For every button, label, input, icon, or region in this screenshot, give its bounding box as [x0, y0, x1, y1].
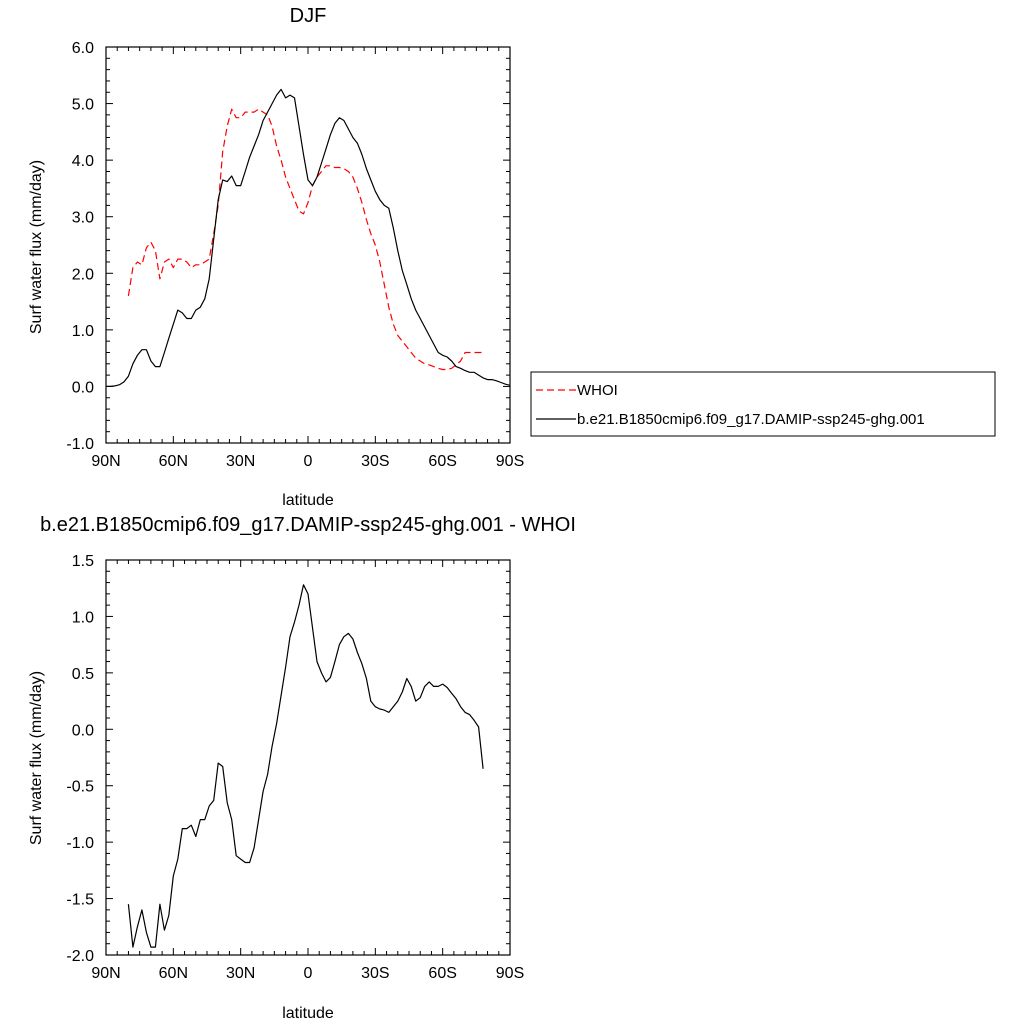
y-tick-label: 0.0 — [72, 379, 94, 396]
y-tick-label: -1.5 — [66, 892, 94, 909]
legend-label-whoi: WHOI — [577, 382, 618, 399]
plot-area-frame: 90N 60N 30N 0 30S 60S 90S -2.0 -1.5 -1.0 -0.5 0.0 0.… — [66, 553, 524, 982]
y-tick-label: -1.0 — [66, 436, 94, 453]
series-group — [127, 584, 484, 948]
series-line-whoi — [127, 108, 484, 371]
x-tick-label: 60S — [428, 965, 456, 982]
series-group — [106, 88, 511, 387]
series-line-model — [106, 88, 511, 387]
x-tick-label: 30S — [361, 965, 389, 982]
legend-box — [530, 371, 996, 437]
series-line-difference — [127, 584, 484, 948]
y-tick-label: 2.0 — [72, 266, 94, 283]
y-tick-label: 1.5 — [72, 553, 94, 570]
y-axis-label: Surf water flux (mm/day) — [28, 671, 45, 845]
y-tick-label: 1.0 — [72, 609, 94, 626]
y-tick-label: -1.0 — [66, 835, 94, 852]
chart-title: b.e21.B1850cmip6.f09_g17.DAMIP-ssp245-gh… — [40, 514, 576, 536]
x-tick-label: 30N — [226, 453, 255, 470]
y-tick-label: -2.0 — [66, 948, 94, 965]
x-tick-label: 90S — [496, 453, 524, 470]
x-axis-label: latitude — [282, 492, 334, 509]
legend-label-model: b.e21.B1850cmip6.f09_g17.DAMIP-ssp245-gh… — [577, 411, 925, 428]
y-tick-label: 0.0 — [72, 722, 94, 739]
x-tick-label: 0 — [304, 965, 313, 982]
panel-bottom: b.e21.B1850cmip6.f09_g17.DAMIP-ssp245-gh… — [28, 514, 576, 1022]
x-axis-label: latitude — [282, 1005, 334, 1022]
plot-frame — [105, 46, 511, 444]
y-axis-label: Surf water flux (mm/day) — [28, 160, 45, 334]
x-tick-label: 90N — [91, 965, 120, 982]
x-tick-label: 0 — [304, 453, 313, 470]
y-tick-label: 0.5 — [72, 666, 94, 683]
y-tick-label: 4.0 — [72, 153, 94, 170]
y-tick-label: 6.0 — [72, 40, 94, 57]
x-tick-label: 90N — [91, 453, 120, 470]
y-tick-label: 5.0 — [72, 97, 94, 114]
x-tick-label: 90S — [496, 965, 524, 982]
x-tick-label: 60N — [159, 453, 188, 470]
x-tick-label: 60S — [428, 453, 456, 470]
plot-area-frame: 90N 60N 30N 0 30S 60S 90S -1.0 0.0 1.0 2.0 3.0 4.0 5.… — [66, 40, 524, 470]
y-tick-label: -0.5 — [66, 779, 94, 796]
plot-frame — [105, 559, 511, 956]
y-tick-label: 3.0 — [72, 210, 94, 227]
y-tick-label: 1.0 — [72, 323, 94, 340]
legend: WHOI b.e21.B1850cmip6.f09_g17.DAMIP-ssp2… — [530, 371, 996, 437]
x-tick-label: 30N — [226, 965, 255, 982]
chart-title: DJF — [290, 5, 327, 27]
panel-top: DJF 90N 60N 30N 0 30S 60S 90S -1.0 0.0 1.0 2.0 3.0 4… — [28, 5, 524, 509]
x-tick-label: 30S — [361, 453, 389, 470]
x-tick-label: 60N — [159, 965, 188, 982]
